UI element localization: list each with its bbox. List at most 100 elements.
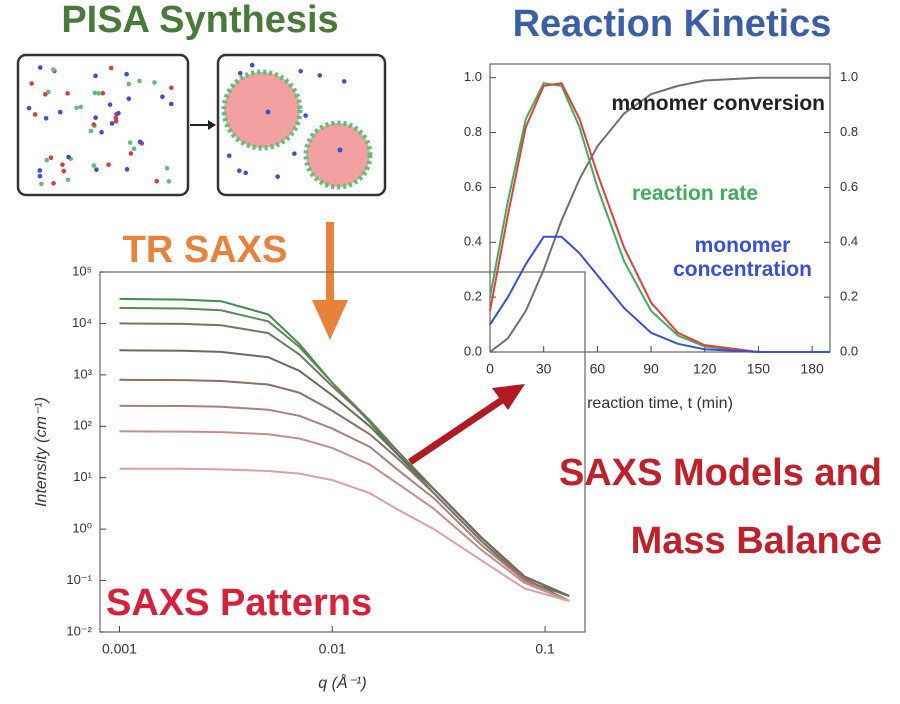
particle bbox=[292, 151, 297, 156]
particle bbox=[91, 122, 97, 127]
y-tick-label: 10⁻² bbox=[66, 623, 92, 638]
plot-frame bbox=[99, 271, 586, 633]
series-line bbox=[489, 82, 830, 353]
chart-title: Reaction Kinetics bbox=[513, 3, 832, 45]
particle bbox=[124, 71, 129, 77]
particle bbox=[168, 101, 174, 107]
particle bbox=[43, 91, 48, 97]
series-line bbox=[119, 430, 570, 602]
particle bbox=[109, 121, 115, 126]
particle bbox=[107, 102, 113, 107]
x-tick-label: 0.01 bbox=[319, 641, 346, 657]
y-tick-label: 10³ bbox=[73, 366, 92, 381]
particle bbox=[48, 155, 54, 161]
particle bbox=[51, 180, 56, 186]
particle bbox=[37, 173, 43, 179]
y-tick-label: 0.6 bbox=[464, 179, 482, 194]
particle bbox=[169, 85, 174, 90]
particle bbox=[127, 140, 133, 145]
particle bbox=[99, 129, 104, 135]
particle bbox=[128, 151, 134, 156]
y-tick-label: 10¹ bbox=[73, 469, 92, 484]
particle bbox=[337, 147, 343, 153]
y2-tick-label: 0.4 bbox=[840, 234, 858, 249]
tr-saxs-arrowhead bbox=[312, 300, 348, 340]
particle bbox=[66, 154, 71, 160]
x-tick-label: 150 bbox=[747, 361, 771, 377]
particle bbox=[43, 116, 49, 121]
models-arrowhead bbox=[492, 384, 525, 410]
y-tick-label: 10⁰ bbox=[72, 521, 92, 536]
particle bbox=[29, 81, 34, 86]
particle bbox=[65, 177, 71, 183]
y-tick-label: 0.0 bbox=[464, 343, 482, 358]
particle bbox=[39, 181, 44, 187]
particle bbox=[317, 73, 323, 78]
particle bbox=[154, 178, 160, 184]
particle bbox=[126, 81, 132, 87]
particle bbox=[26, 105, 32, 111]
y-tick-label: 0.8 bbox=[464, 124, 482, 139]
particle bbox=[265, 109, 271, 115]
series-line bbox=[119, 404, 570, 602]
y-tick-label: 1.0 bbox=[464, 69, 482, 84]
particle bbox=[108, 65, 114, 71]
particle bbox=[116, 110, 121, 116]
series-line bbox=[489, 76, 830, 353]
particle bbox=[226, 153, 232, 159]
models-arrow bbox=[408, 395, 507, 465]
y-tick-label: 10⁴ bbox=[72, 315, 92, 330]
particle bbox=[152, 80, 157, 85]
synthesis-title: PISA Synthesis bbox=[61, 0, 338, 41]
models-label: Mass Balance bbox=[631, 520, 882, 562]
particle bbox=[113, 115, 119, 121]
particle bbox=[275, 174, 280, 179]
chart-annotation: SAXS Patterns bbox=[106, 582, 372, 624]
particle bbox=[249, 62, 255, 68]
particle bbox=[298, 68, 303, 74]
particle bbox=[61, 168, 67, 174]
tr-saxs-label: TR SAXS bbox=[123, 229, 288, 271]
particle bbox=[65, 91, 70, 96]
particle bbox=[78, 104, 84, 110]
y2-tick-label: 0.0 bbox=[840, 343, 858, 358]
particle bbox=[124, 167, 130, 172]
particle bbox=[94, 167, 99, 172]
series-label: monomer concentration bbox=[673, 234, 812, 281]
particle bbox=[303, 113, 308, 118]
y2-tick-label: 1.0 bbox=[840, 69, 858, 84]
particle bbox=[46, 89, 51, 95]
plot-frame bbox=[489, 63, 831, 353]
y-tick-label: 10⁵ bbox=[72, 263, 92, 278]
particle bbox=[92, 90, 98, 96]
particle bbox=[51, 67, 56, 72]
series-line bbox=[489, 235, 830, 353]
particle bbox=[237, 168, 242, 174]
tr-saxs-arrow bbox=[326, 222, 334, 307]
particle bbox=[166, 179, 172, 184]
particle bbox=[106, 162, 111, 167]
particle bbox=[44, 157, 50, 163]
y2-tick-label: 0.8 bbox=[840, 124, 858, 139]
micelle bbox=[221, 69, 303, 151]
particle bbox=[237, 70, 243, 76]
particle bbox=[160, 94, 165, 100]
x-tick-label: 180 bbox=[800, 361, 824, 377]
particle bbox=[131, 146, 137, 152]
series-label: monomer conversion bbox=[611, 92, 825, 115]
particle bbox=[96, 91, 101, 96]
x-tick-label: 60 bbox=[590, 361, 606, 377]
series-line bbox=[119, 349, 570, 598]
particle bbox=[93, 73, 98, 79]
particle bbox=[37, 65, 43, 70]
x-axis-label: reaction time, t (min) bbox=[587, 395, 733, 412]
y2-tick-label: 0.2 bbox=[840, 289, 858, 304]
x-tick-label: 0 bbox=[486, 361, 494, 377]
particle bbox=[137, 78, 142, 84]
series-line bbox=[119, 467, 570, 602]
x-axis-label: q (Å⁻¹) bbox=[318, 673, 366, 692]
y-axis-label: Intensity (cm⁻¹) bbox=[33, 397, 50, 507]
particle bbox=[88, 128, 94, 134]
